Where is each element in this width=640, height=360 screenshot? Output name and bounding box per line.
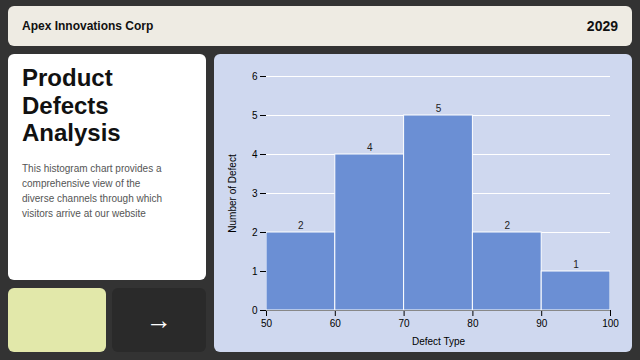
html-text:Apex Innovations Corp: Apex Innovations Corp [22, 19, 154, 33]
svg-text:50: 50 [261, 318, 273, 329]
svg-text:5: 5 [436, 103, 442, 114]
svg-text:90: 90 [536, 318, 548, 329]
svg-text:60: 60 [330, 318, 342, 329]
svg-text:6: 6 [252, 71, 258, 82]
svg-text:1: 1 [573, 259, 579, 270]
svg-text:4: 4 [367, 142, 373, 153]
svg-text:2: 2 [252, 227, 258, 238]
svg-text:2: 2 [298, 220, 304, 231]
html-text:This histogram chart provides: This histogram chart provides a comprehe… [22, 162, 163, 219]
html-text:Product Defects Analysis: Product Defects Analysis [22, 64, 121, 147]
svg-text:5: 5 [252, 110, 258, 121]
html-text:2029: 2029 [586, 18, 618, 34]
svg-text:70: 70 [399, 318, 411, 329]
svg-text:80: 80 [467, 318, 479, 329]
svg-text:3: 3 [252, 188, 258, 199]
svg-text:2: 2 [505, 220, 511, 231]
svg-text:100: 100 [602, 318, 619, 329]
svg-text:4: 4 [252, 149, 258, 160]
svg-text:1: 1 [252, 266, 258, 277]
svg-text:Number of Defect: Number of Defect [227, 154, 238, 233]
svg-text:0: 0 [252, 305, 258, 316]
svg-text:Defect Type: Defect Type [412, 336, 466, 347]
